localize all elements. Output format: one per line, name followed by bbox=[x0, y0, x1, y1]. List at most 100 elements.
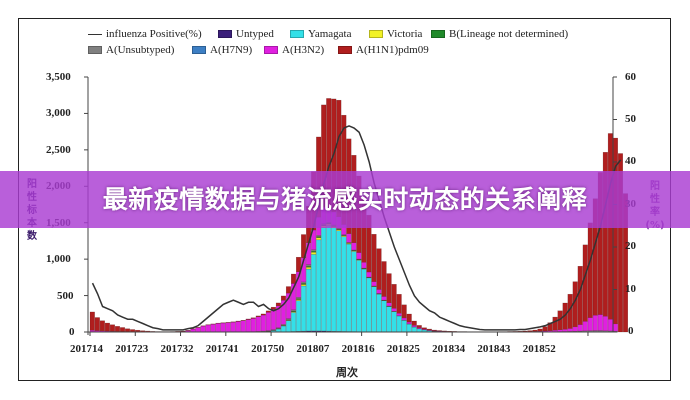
bar-segment bbox=[602, 315, 608, 331]
bar-segment bbox=[270, 309, 276, 330]
bar-segment bbox=[316, 239, 322, 332]
bar-segment bbox=[607, 319, 613, 332]
bar-segment bbox=[386, 302, 392, 307]
swatch-icon bbox=[431, 30, 445, 38]
bar-segment bbox=[94, 317, 100, 331]
bar-segment bbox=[190, 328, 196, 333]
swatch-icon bbox=[218, 30, 232, 38]
bar-segment bbox=[301, 283, 307, 285]
bar-segment bbox=[306, 264, 312, 267]
bar-segment bbox=[411, 326, 417, 333]
bar-segment bbox=[275, 328, 281, 333]
bar-segment bbox=[250, 318, 256, 332]
bar-segment bbox=[356, 260, 362, 332]
bar-segment bbox=[587, 222, 593, 318]
x-tick-label: 201714 bbox=[70, 343, 103, 355]
bar-segment bbox=[426, 328, 432, 331]
bar-segment bbox=[296, 256, 302, 272]
legend-item-untyped: Untyped bbox=[218, 28, 274, 40]
bar-segment bbox=[416, 325, 422, 328]
y-tick-left: 3,500 bbox=[46, 71, 71, 83]
bar-segment bbox=[361, 262, 367, 269]
bar-segment bbox=[386, 306, 392, 333]
bar-segment bbox=[296, 297, 302, 299]
legend-item-a-h1n1pdm09: A(H1N1)pdm09 bbox=[338, 44, 429, 56]
positive-rate-polyline bbox=[91, 125, 622, 331]
bar-segment bbox=[371, 286, 377, 332]
bar-segment bbox=[89, 311, 95, 331]
swatch-icon bbox=[192, 46, 206, 54]
bar-segment bbox=[351, 242, 357, 251]
bar-segment bbox=[396, 315, 402, 333]
bar-segment bbox=[381, 300, 387, 333]
bar-segment bbox=[255, 315, 261, 317]
x-tick-label: 201732 bbox=[160, 343, 194, 355]
positive-rate-line bbox=[91, 125, 622, 331]
legend-item-a-unsubtyped: A(Unsubtyped) bbox=[88, 44, 174, 56]
bar-segment bbox=[205, 324, 211, 332]
y-tick-right: 50 bbox=[625, 113, 636, 125]
bar-segment bbox=[592, 315, 598, 331]
bar-segment bbox=[371, 234, 377, 282]
swatch-icon bbox=[264, 46, 278, 54]
bar-segment bbox=[532, 329, 538, 332]
bar-segment bbox=[326, 225, 332, 332]
bar-segment bbox=[306, 265, 312, 268]
bar-segment bbox=[547, 322, 553, 331]
x-tick-label: 201852 bbox=[522, 343, 556, 355]
swatch-icon bbox=[88, 46, 102, 54]
bar-segment bbox=[225, 322, 231, 332]
title-banner: 最新疫情数据与猪流感实时动态的关系阐释 bbox=[0, 171, 690, 228]
bar-segment bbox=[366, 271, 372, 278]
x-tick-label: 201816 bbox=[341, 343, 375, 355]
bar-segment bbox=[331, 227, 337, 332]
bar-segment bbox=[235, 321, 241, 332]
bar-segment bbox=[245, 319, 251, 332]
bar-segment bbox=[280, 325, 286, 332]
bar-segment bbox=[361, 268, 367, 332]
bar-segment bbox=[291, 312, 297, 332]
legend-item-yamagata: Yamagata bbox=[290, 28, 351, 40]
bar-segment bbox=[411, 320, 417, 326]
bar-segment bbox=[285, 320, 292, 332]
bar-segment bbox=[265, 310, 271, 313]
x-axis-title: 周次 bbox=[336, 366, 358, 379]
bar-segment bbox=[220, 322, 226, 332]
bar-segment bbox=[351, 251, 357, 332]
bar-segment bbox=[617, 153, 623, 333]
bar-segment bbox=[346, 243, 352, 332]
bar-segment bbox=[265, 330, 271, 332]
bar-segment bbox=[376, 248, 382, 290]
bar-segment bbox=[411, 325, 417, 328]
bar-segment bbox=[391, 308, 397, 312]
legend-item-a-h7n9: A(H7N9) bbox=[192, 44, 252, 56]
bar-segment bbox=[406, 323, 412, 333]
bar-segment bbox=[401, 317, 407, 321]
y-tick-right: 60 bbox=[625, 71, 636, 83]
x-tick-label: 201723 bbox=[115, 343, 149, 355]
bar-segment bbox=[301, 285, 307, 332]
bar-segment bbox=[552, 329, 558, 332]
legend-item-victoria: Victoria bbox=[369, 28, 422, 40]
bar-segment bbox=[250, 317, 256, 319]
bar-segment bbox=[527, 330, 533, 332]
bar-segment bbox=[376, 293, 382, 333]
bar-segment bbox=[316, 235, 322, 237]
bar-segment bbox=[366, 277, 372, 332]
bar-segment bbox=[240, 320, 246, 332]
bar-segment bbox=[371, 281, 377, 287]
y-tick-right: 0 bbox=[628, 325, 634, 337]
bar-segment bbox=[376, 289, 382, 294]
bar-segment bbox=[285, 286, 292, 294]
y-tick-right: 40 bbox=[625, 155, 636, 167]
bar-segment bbox=[255, 316, 261, 332]
bar-segment bbox=[431, 329, 437, 331]
bar-segment bbox=[89, 329, 95, 332]
legend-item-positive-rate: influenza Positive(%) bbox=[88, 28, 202, 40]
bar-segment bbox=[602, 152, 608, 317]
bar-segment bbox=[396, 294, 402, 314]
bar-segment bbox=[522, 330, 528, 332]
bar-segment bbox=[381, 261, 387, 297]
bar-segment bbox=[341, 236, 347, 332]
bar-segment bbox=[301, 284, 307, 287]
